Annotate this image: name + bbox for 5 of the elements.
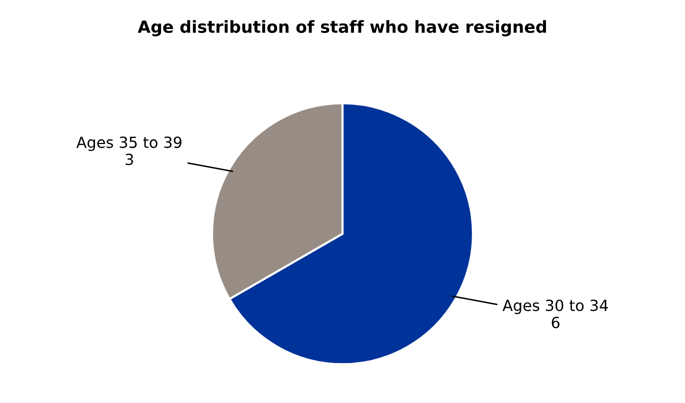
- slice-label: Ages 35 to 39: [76, 136, 182, 152]
- chart-title: Age distribution of staff who have resigned: [138, 20, 546, 36]
- data-label: 3: [126, 154, 134, 166]
- data-label: 6: [552, 316, 560, 328]
- slice-label: Ages 30 to 34: [502, 300, 608, 314]
